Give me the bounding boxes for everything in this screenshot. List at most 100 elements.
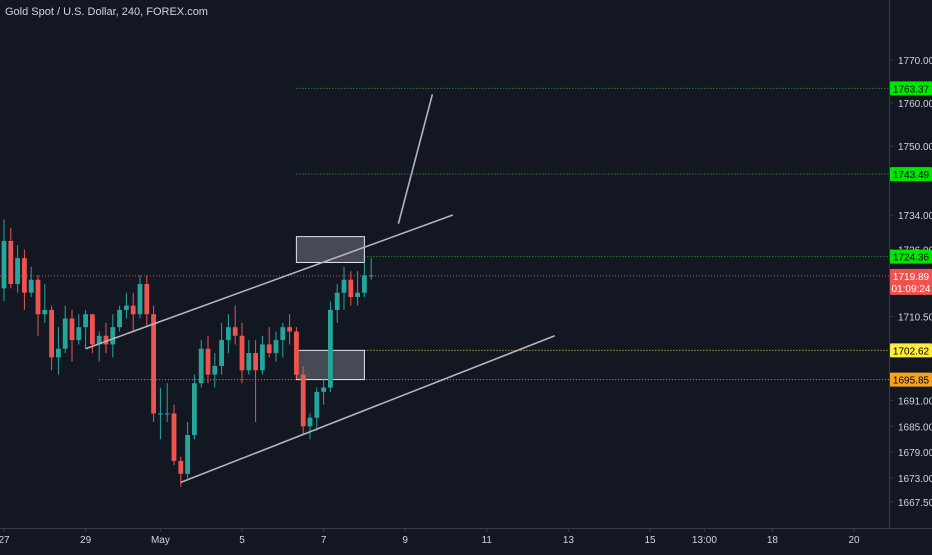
candle-body [28, 279, 34, 293]
candle-body [130, 305, 136, 315]
price-tick-label: 1673.00 [898, 474, 932, 485]
candle-body [294, 331, 299, 375]
time-tick-label: 5 [239, 535, 245, 546]
candle-body [1, 240, 7, 289]
candle [137, 275, 143, 319]
candle [124, 292, 129, 319]
candle-body [341, 279, 347, 293]
candle [8, 227, 14, 289]
candle [56, 327, 61, 375]
candle [198, 340, 204, 388]
horizontal-levels [0, 87, 889, 381]
target-price-label: 1743.49 [890, 167, 932, 182]
candle [144, 275, 150, 328]
candle-body [69, 318, 75, 341]
candle [273, 331, 279, 362]
projection [397, 94, 434, 224]
candle [164, 383, 170, 423]
candle-body [246, 353, 252, 371]
support-price-label-bg [890, 372, 932, 387]
price-tick-label: 1770.00 [898, 56, 932, 67]
candle-body [198, 348, 204, 384]
candle-body [171, 413, 177, 461]
candle [83, 309, 88, 349]
time-tick-label: 9 [402, 535, 408, 546]
candle-body [49, 309, 54, 358]
candle-body [260, 344, 265, 371]
candle [232, 305, 238, 345]
candle-body [334, 292, 340, 310]
current-price-label-text: 1719.89 [893, 272, 930, 283]
candle-body [151, 314, 156, 414]
time-tick-label: 13:00 [692, 535, 717, 546]
candle [212, 353, 218, 388]
target-price-label: 1724.36 [890, 249, 932, 264]
candle-body [144, 284, 150, 315]
candle-body [253, 353, 258, 371]
candle [96, 331, 102, 362]
candle-body [280, 327, 286, 341]
candle [185, 422, 190, 479]
candle [117, 305, 122, 332]
price-tick-label: 1710.50 [898, 312, 932, 323]
symbol-title: Gold Spot / U.S. Dollar, 240, FOREX.com [5, 6, 208, 18]
candle-body [300, 374, 306, 427]
channel-upper [85, 214, 454, 350]
candle [307, 413, 313, 440]
target-price-label-bg [890, 81, 932, 96]
candle-body [124, 305, 129, 310]
support-price-label-text: 1702.62 [893, 346, 930, 357]
candle [266, 327, 272, 358]
candle [341, 266, 347, 310]
target-price-label-text: 1724.36 [893, 253, 930, 264]
candle [253, 340, 258, 423]
time-tick-label: 15 [644, 535, 656, 546]
candle-body [110, 327, 116, 345]
candle [1, 219, 7, 302]
candle [280, 322, 286, 358]
price-tick-label: 1750.00 [898, 142, 932, 153]
candle [314, 387, 320, 431]
candle [328, 301, 333, 392]
candle [246, 340, 252, 375]
candle [355, 271, 360, 306]
resistance-zone [295, 236, 365, 263]
candle [294, 327, 299, 379]
candle [192, 374, 197, 440]
candle [76, 314, 82, 345]
candle-body [158, 413, 163, 415]
candle [260, 335, 265, 375]
target-price-label-bg [890, 167, 932, 182]
candle-body [266, 344, 272, 354]
candle [62, 305, 68, 354]
candle [28, 266, 34, 297]
candle-body [185, 434, 190, 474]
candle-body [348, 279, 354, 297]
candle [321, 378, 326, 405]
candle-body [239, 335, 245, 371]
candle [158, 387, 163, 440]
time-tick-label: 18 [767, 535, 779, 546]
support-price-label: 1702.62 [890, 343, 932, 358]
candle-body [314, 391, 320, 418]
candle-body [362, 275, 367, 293]
candle [110, 314, 116, 358]
candle-body [62, 318, 68, 349]
candle-body [8, 240, 14, 285]
candle-body [192, 383, 197, 435]
candle-body [164, 413, 170, 415]
candle [219, 322, 224, 375]
candle [103, 322, 109, 354]
candle-body [287, 327, 292, 332]
target-price-label-text: 1743.49 [893, 170, 930, 181]
candle-body [90, 314, 95, 345]
candle-body [76, 327, 82, 341]
candle-body [42, 309, 48, 315]
price-tick-label: 1667.50 [898, 498, 932, 509]
target-price-label-text: 1763.37 [893, 84, 930, 95]
price-tick-label: 1760.00 [898, 99, 932, 110]
time-tick-label: May [151, 535, 170, 546]
candle [348, 271, 354, 306]
